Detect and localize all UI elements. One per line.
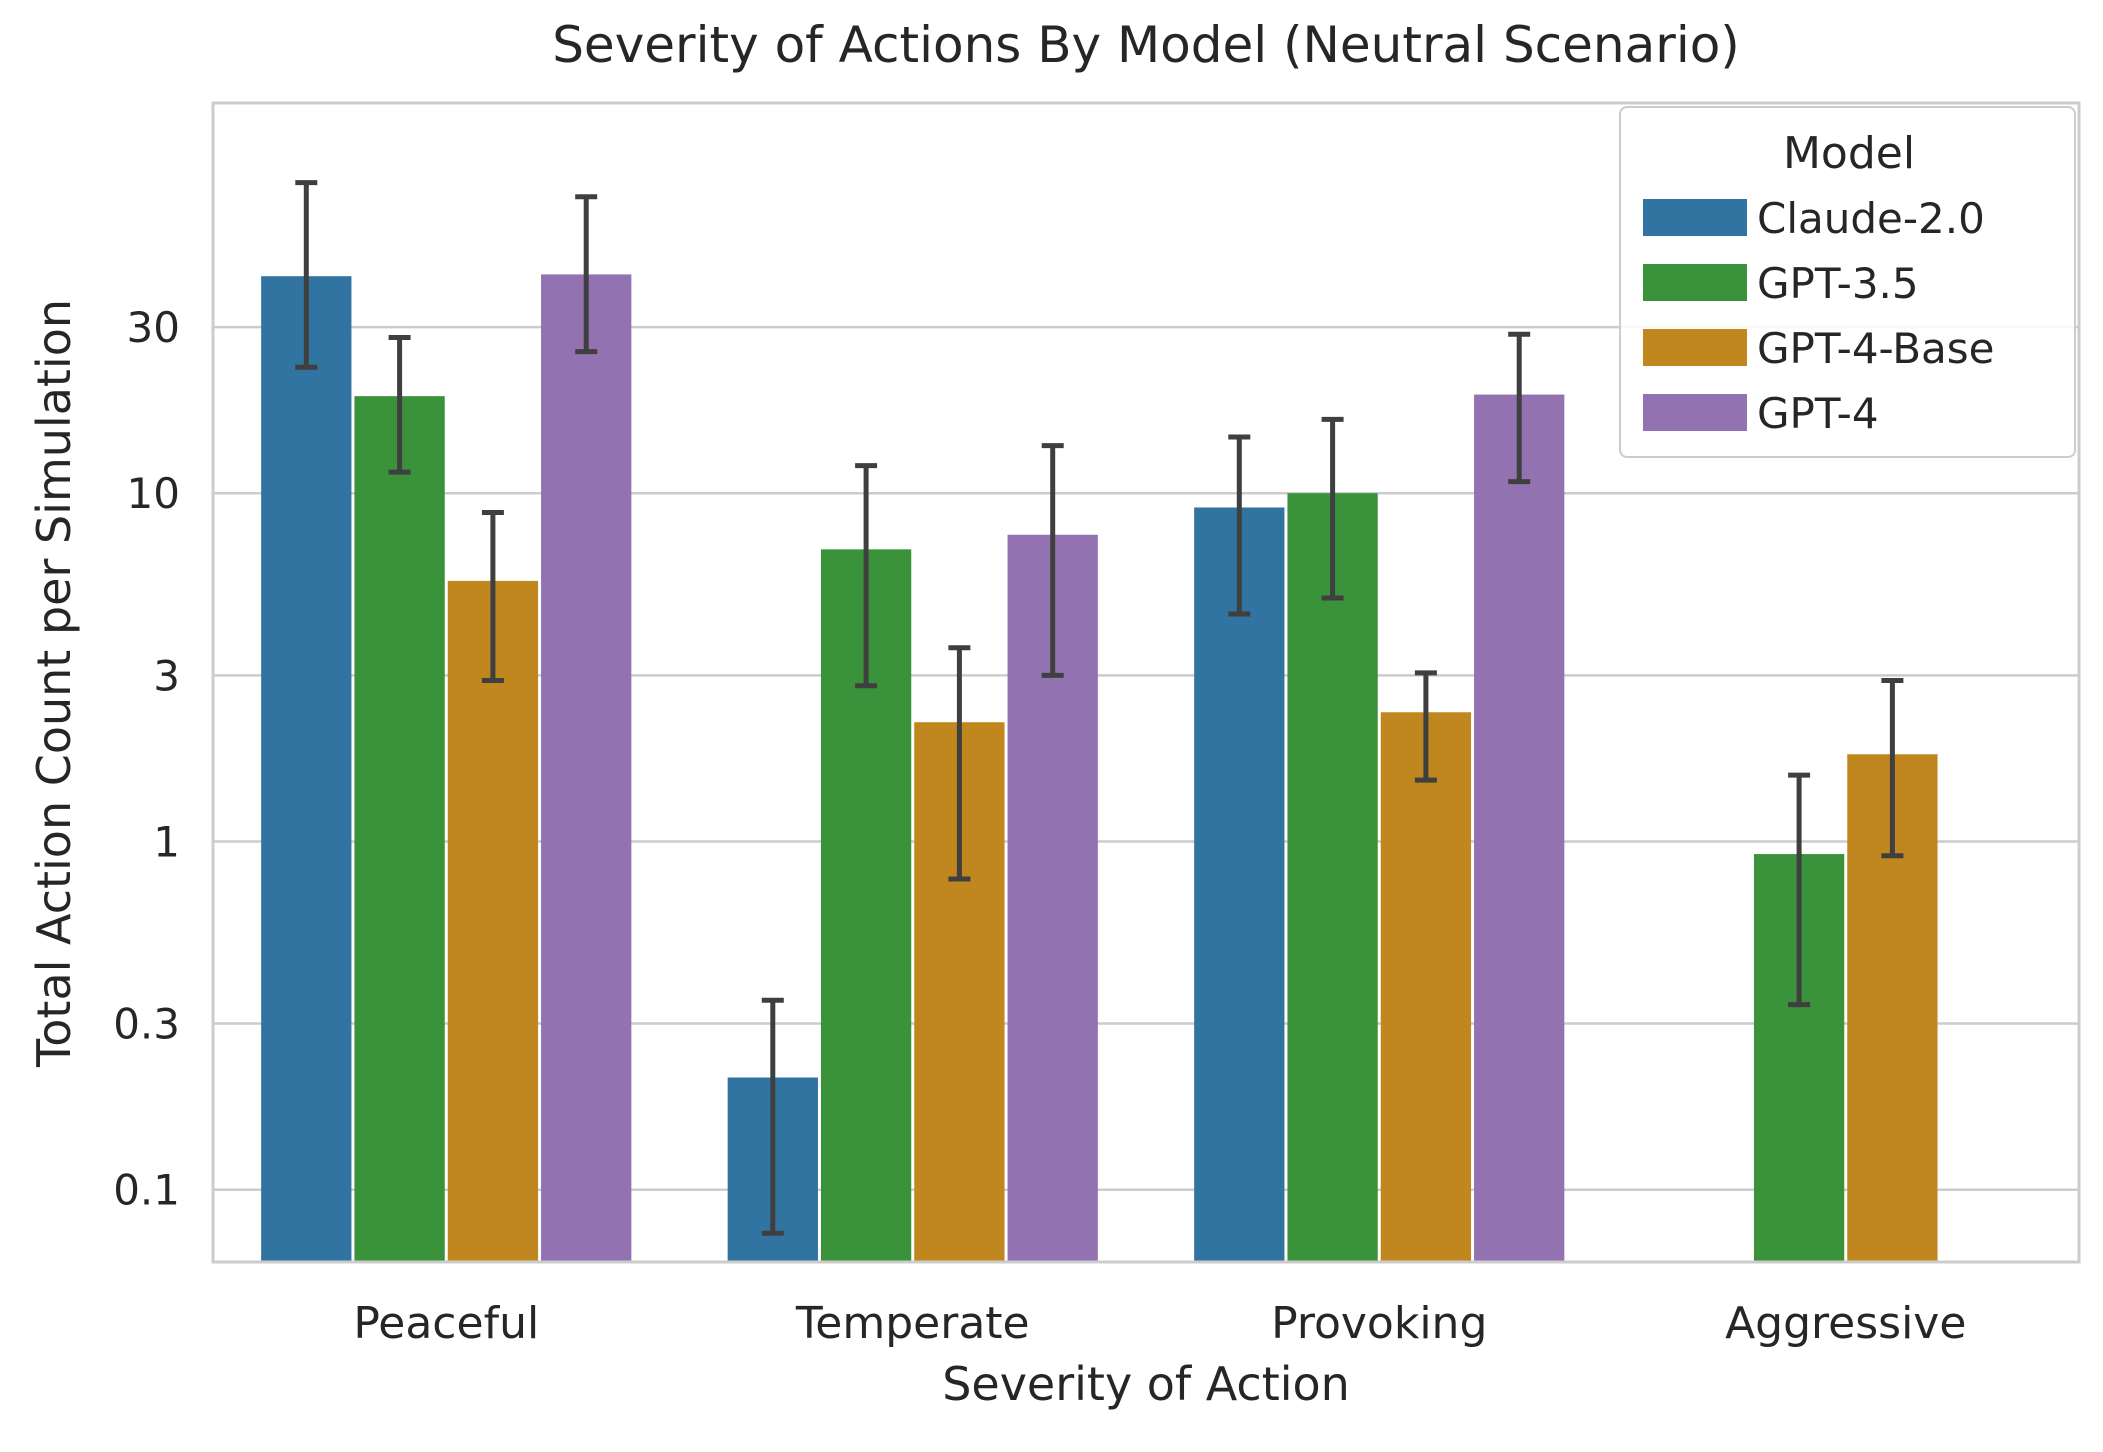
legend-items: Claude-2.0 GPT-3.5 GPT-4-Base GPT-4 xyxy=(1643,194,1994,438)
y-tick-label: 3 xyxy=(153,651,180,700)
legend-item: GPT-4 xyxy=(1643,389,1879,438)
error-bar xyxy=(948,645,971,882)
error-bar xyxy=(1788,772,1811,1008)
x-tick-label: Provoking xyxy=(1271,1298,1487,1349)
bar xyxy=(1474,394,1565,1262)
error-bar xyxy=(1321,416,1344,601)
error-bar xyxy=(761,997,784,1236)
error-bar xyxy=(1041,443,1064,678)
legend-title: Model xyxy=(1783,128,1915,179)
legend-swatch xyxy=(1643,264,1747,301)
plot-frame xyxy=(211,101,2081,1264)
bar xyxy=(541,274,632,1262)
legend-box xyxy=(1619,106,2076,458)
x-tick-label: Aggressive xyxy=(1725,1298,1966,1349)
y-tick-label: 1 xyxy=(153,817,180,866)
y-tick-label: 0.3 xyxy=(113,1000,180,1049)
legend-label: GPT-3.5 xyxy=(1757,259,1919,308)
error-bar xyxy=(575,194,598,355)
bar xyxy=(354,396,445,1263)
legend-label: Claude-2.0 xyxy=(1757,194,1985,243)
legend-swatch xyxy=(1643,329,1747,366)
error-bar xyxy=(481,510,504,683)
y-tick-label: 0.1 xyxy=(113,1166,180,1215)
error-bar xyxy=(388,335,411,475)
y-tick-label: 30 xyxy=(127,303,180,352)
x-axis-label: Severity of Action xyxy=(942,1357,1350,1411)
legend-swatch xyxy=(1643,199,1747,236)
y-axis-label: Total Action Count per Simulation xyxy=(27,299,81,1068)
error-bar xyxy=(295,180,318,370)
bar xyxy=(261,276,352,1263)
y-tick-label: 10 xyxy=(127,469,180,518)
x-tick-labels: Peaceful Temperate Provoking Aggressive xyxy=(353,1298,1966,1349)
bar xyxy=(1287,493,1378,1263)
error-bar xyxy=(1414,670,1437,783)
chart-title: Severity of Actions By Model (Neutral Sc… xyxy=(552,16,1740,74)
legend-item: GPT-4-Base xyxy=(1643,324,1994,373)
legend-swatch xyxy=(1643,394,1747,431)
bars xyxy=(261,274,1938,1263)
error-bar xyxy=(1228,434,1251,617)
legend-item: GPT-3.5 xyxy=(1643,259,1919,308)
legend-label: GPT-4-Base xyxy=(1757,324,1994,373)
bar xyxy=(1380,712,1472,1262)
error-bar xyxy=(1508,331,1531,485)
legend-label: GPT-4 xyxy=(1757,389,1879,438)
y-tick-labels: 0.1 0.3 1 3 10 30 xyxy=(113,303,180,1215)
legend-item: Claude-2.0 xyxy=(1643,194,1985,243)
x-tick-label: Peaceful xyxy=(353,1298,539,1349)
bar xyxy=(1194,507,1285,1262)
legend: Model Claude-2.0 GPT-3.5 GPT-4-Base GPT-4 xyxy=(1619,106,2076,458)
bar xyxy=(447,580,539,1262)
error-bar xyxy=(1881,677,1904,859)
error-bar xyxy=(855,463,878,689)
error-bars xyxy=(295,180,1904,1236)
x-tick-label: Temperate xyxy=(795,1298,1030,1349)
